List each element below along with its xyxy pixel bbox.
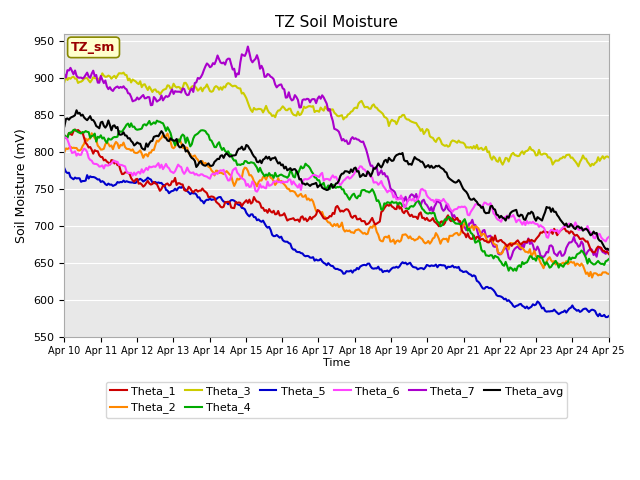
Theta_1 xyxy=(252,197,259,203)
Theta_3 xyxy=(300,104,308,109)
Theta_1 xyxy=(300,217,308,223)
Line: Theta_5: Theta_5 xyxy=(65,168,609,317)
Theta_1 xyxy=(129,178,136,183)
Line: Theta_6: Theta_6 xyxy=(65,137,609,241)
Theta_avg xyxy=(243,142,250,148)
Line: Theta_avg: Theta_avg xyxy=(65,110,609,250)
Theta_5 xyxy=(604,314,611,320)
Theta_avg xyxy=(576,225,584,231)
Line: Theta_3: Theta_3 xyxy=(65,72,609,167)
Theta_7 xyxy=(300,96,308,102)
Theta_4 xyxy=(252,163,259,168)
Theta_2 xyxy=(243,165,250,171)
Theta_4 xyxy=(225,148,232,154)
Theta_4 xyxy=(578,248,586,253)
Line: Theta_2: Theta_2 xyxy=(65,133,609,277)
Theta_avg xyxy=(605,247,612,252)
Theta_7 xyxy=(578,239,586,244)
Theta_3 xyxy=(61,79,68,85)
Theta_7 xyxy=(127,94,135,100)
Theta_3 xyxy=(605,155,612,160)
Theta_6 xyxy=(299,179,307,185)
Theta_5 xyxy=(241,206,249,212)
Line: Theta_4: Theta_4 xyxy=(65,120,609,271)
Theta_5 xyxy=(299,251,307,256)
Y-axis label: Soil Moisture (mV): Soil Moisture (mV) xyxy=(15,128,28,243)
Theta_avg xyxy=(252,155,259,161)
Theta_1 xyxy=(605,251,612,257)
Theta_2 xyxy=(252,180,259,186)
Theta_1 xyxy=(576,236,584,242)
Theta_5 xyxy=(250,214,258,220)
Theta_7 xyxy=(506,256,514,262)
Theta_3 xyxy=(225,80,232,86)
Theta_2 xyxy=(588,275,596,280)
Theta_6 xyxy=(602,239,609,244)
Theta_5 xyxy=(127,180,135,185)
Title: TZ Soil Moisture: TZ Soil Moisture xyxy=(275,15,398,30)
Theta_1 xyxy=(225,199,232,204)
Theta_1 xyxy=(243,197,250,203)
Theta_3 xyxy=(252,107,259,112)
Theta_7 xyxy=(61,72,68,77)
Theta_6 xyxy=(250,181,258,187)
Theta_4 xyxy=(243,158,250,164)
Line: Theta_1: Theta_1 xyxy=(65,130,609,254)
Theta_2 xyxy=(225,170,232,176)
Legend: Theta_1, Theta_2, Theta_3, Theta_4, Theta_5, Theta_6, Theta_7, Theta_avg: Theta_1, Theta_2, Theta_3, Theta_4, Thet… xyxy=(106,382,568,418)
Theta_7 xyxy=(244,44,252,49)
Theta_2 xyxy=(61,149,68,155)
Theta_6 xyxy=(127,170,135,176)
Theta_3 xyxy=(578,156,586,162)
Theta_3 xyxy=(243,96,250,101)
Theta_6 xyxy=(575,227,582,233)
Theta_avg xyxy=(73,108,81,113)
Theta_2 xyxy=(605,271,612,277)
Theta_6 xyxy=(241,178,249,183)
Theta_5 xyxy=(223,199,230,205)
Theta_7 xyxy=(223,57,230,63)
Theta_4 xyxy=(605,256,612,262)
Theta_7 xyxy=(252,56,259,62)
Line: Theta_7: Theta_7 xyxy=(65,47,609,259)
Theta_2 xyxy=(300,194,308,200)
Theta_1 xyxy=(71,127,79,132)
X-axis label: Time: Time xyxy=(323,358,350,368)
Theta_4 xyxy=(127,120,135,126)
Theta_5 xyxy=(605,313,612,319)
Theta_5 xyxy=(61,166,68,171)
Theta_avg xyxy=(300,181,308,187)
Theta_6 xyxy=(605,234,612,240)
Theta_4 xyxy=(300,165,308,170)
Theta_3 xyxy=(129,77,136,83)
Theta_7 xyxy=(241,53,249,59)
Theta_avg xyxy=(129,140,136,145)
Theta_4 xyxy=(153,118,161,123)
Text: TZ_sm: TZ_sm xyxy=(71,41,116,54)
Theta_3 xyxy=(575,164,582,169)
Theta_5 xyxy=(575,307,582,313)
Theta_6 xyxy=(61,134,68,140)
Theta_1 xyxy=(61,134,68,140)
Theta_2 xyxy=(129,146,136,152)
Theta_7 xyxy=(605,247,612,252)
Theta_4 xyxy=(509,268,517,274)
Theta_avg xyxy=(225,152,232,158)
Theta_2 xyxy=(88,131,95,136)
Theta_2 xyxy=(576,263,584,269)
Theta_4 xyxy=(61,132,68,138)
Theta_6 xyxy=(223,174,230,180)
Theta_3 xyxy=(120,70,127,75)
Theta_avg xyxy=(61,123,68,129)
